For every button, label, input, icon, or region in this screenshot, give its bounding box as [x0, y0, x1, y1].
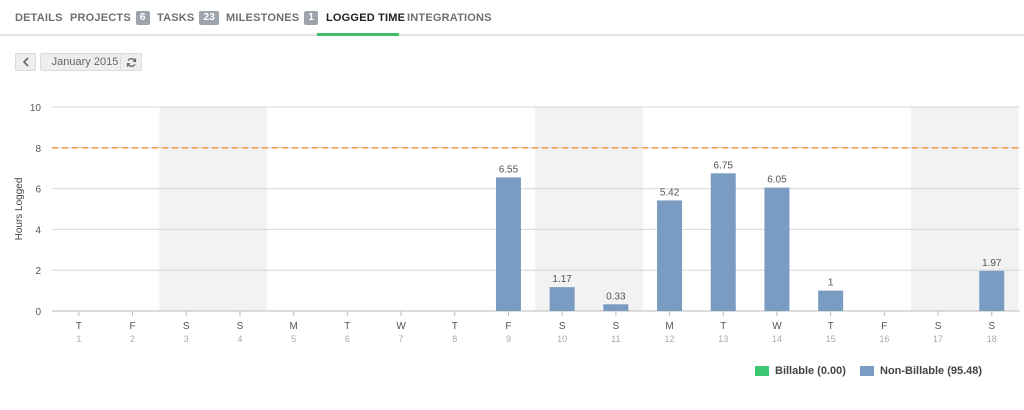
month-label: January 2015 [51, 56, 119, 68]
bar-value-label: 6.05 [767, 175, 787, 186]
x-tick-date: 9 [506, 334, 511, 344]
legend-billable[interactable]: Billable (0.00) [755, 364, 846, 378]
chevron-left-icon [22, 57, 29, 67]
tab-integrations-label: INTEGRATIONS [407, 12, 492, 24]
refresh-button[interactable] [120, 53, 142, 71]
x-tick-date: 16 [879, 334, 889, 344]
logged-time-chart: 0 2 4 6 8 10 Hours Logged T 1 F 2 S 3 S 4 M 5 T 6 W 7 T 8 6.55 F… [0, 90, 1024, 350]
bar [495, 177, 521, 311]
weekend-band [535, 107, 643, 311]
x-tick-day: S [237, 321, 244, 332]
weekend-band [159, 107, 267, 311]
bar-value-label: 1 [828, 278, 834, 289]
x-tick-day: S [935, 321, 942, 332]
x-tick-date: 10 [557, 334, 567, 344]
x-tick-day: S [559, 321, 566, 332]
x-tick-date: 12 [665, 334, 675, 344]
bar [603, 304, 629, 311]
x-tick-date: 5 [291, 334, 296, 344]
tab-milestones[interactable]: MILESTONES 1 [226, 0, 319, 36]
x-tick-day: T [76, 321, 82, 332]
tab-bar: DETAILS PROJECTS 6 TASKS 23 MILESTONES 1… [0, 0, 1024, 36]
y-tick-label: 10 [30, 103, 42, 114]
bar-value-label: 0.33 [606, 291, 626, 302]
month-selector[interactable]: January 2015 [40, 53, 130, 71]
x-tick-day: S [988, 321, 995, 332]
bar [818, 290, 844, 311]
tab-integrations[interactable]: INTEGRATIONS [407, 0, 492, 36]
x-tick-date: 3 [184, 334, 189, 344]
tab-details[interactable]: DETAILS [15, 0, 63, 36]
refresh-icon [126, 57, 136, 67]
x-tick-day: M [289, 321, 297, 332]
x-tick-day: S [613, 321, 620, 332]
tab-milestones-label: MILESTONES [226, 12, 300, 24]
bar [979, 270, 1005, 311]
active-tab-indicator [317, 33, 399, 36]
y-axis-label: Hours Logged [14, 178, 25, 241]
y-tick-label: 4 [35, 225, 41, 236]
bar [710, 173, 736, 311]
projects-count-badge: 6 [135, 11, 150, 25]
non-billable-swatch [860, 366, 874, 376]
tab-logged-time[interactable]: LOGGED TIME [326, 0, 405, 36]
x-tick-day: M [665, 321, 673, 332]
x-tick-date: 17 [933, 334, 943, 344]
billable-label: Billable (0.00) [775, 365, 846, 377]
x-tick-date: 14 [772, 334, 782, 344]
bar [549, 287, 575, 311]
tab-projects[interactable]: PROJECTS 6 [70, 0, 150, 36]
bar-value-label: 1.97 [982, 258, 1002, 269]
y-tick-label: 6 [35, 185, 41, 196]
x-tick-day: W [396, 321, 406, 332]
bar-value-label: 6.75 [714, 160, 734, 171]
legend-non-billable[interactable]: Non-Billable (95.48) [860, 364, 982, 378]
milestones-count-badge: 1 [304, 11, 319, 25]
bar-value-label: 5.42 [660, 187, 680, 198]
bar-value-label: 6.55 [499, 164, 519, 175]
tasks-count-badge: 23 [199, 11, 219, 25]
x-tick-date: 8 [452, 334, 457, 344]
tab-projects-label: PROJECTS [70, 12, 131, 24]
tab-tasks[interactable]: TASKS 23 [157, 0, 219, 36]
y-tick-label: 0 [35, 307, 41, 318]
x-tick-date: 18 [987, 334, 997, 344]
x-tick-day: F [881, 321, 887, 332]
x-tick-day: S [183, 321, 190, 332]
y-tick-label: 2 [35, 266, 41, 277]
x-tick-date: 2 [130, 334, 135, 344]
x-tick-day: F [505, 321, 511, 332]
x-tick-date: 15 [826, 334, 836, 344]
x-tick-date: 13 [718, 334, 728, 344]
previous-month-button[interactable] [15, 53, 36, 71]
x-tick-day: T [452, 321, 458, 332]
x-tick-date: 6 [345, 334, 350, 344]
bar-value-label: 1.17 [552, 274, 572, 285]
tab-tasks-label: TASKS [157, 12, 195, 24]
x-tick-day: F [129, 321, 135, 332]
tab-logged-time-label: LOGGED TIME [326, 12, 406, 24]
x-tick-date: 4 [237, 334, 242, 344]
x-tick-date: 1 [76, 334, 81, 344]
bar [657, 200, 683, 311]
bar [764, 187, 790, 311]
y-tick-label: 8 [35, 144, 41, 155]
billable-swatch [755, 366, 769, 376]
hours-bar-chart: 0 2 4 6 8 10 Hours Logged T 1 F 2 S 3 S 4 M 5 T 6 W 7 T 8 6.55 F… [14, 103, 1020, 344]
tab-details-label: DETAILS [15, 12, 63, 24]
x-tick-day: T [344, 321, 350, 332]
x-tick-day: W [772, 321, 782, 332]
x-tick-date: 11 [611, 334, 620, 344]
x-tick-day: T [828, 321, 834, 332]
x-tick-day: T [720, 321, 726, 332]
non-billable-label: Non-Billable (95.48) [880, 365, 983, 377]
x-tick-date: 7 [399, 334, 404, 344]
